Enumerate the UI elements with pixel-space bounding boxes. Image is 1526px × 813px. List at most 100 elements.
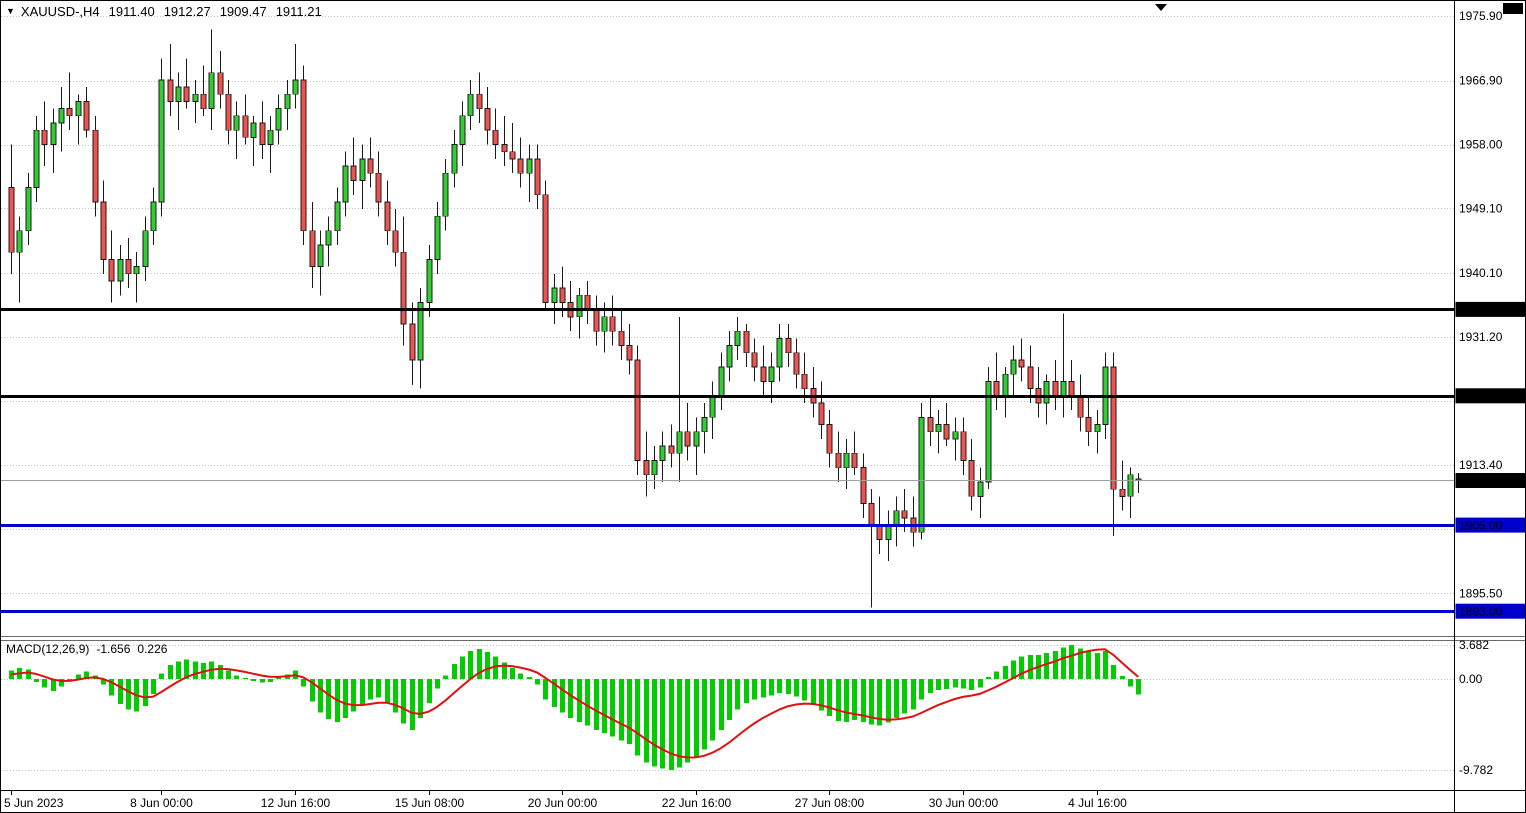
candle-bearish (927, 416, 934, 433)
candle-bearish (167, 79, 174, 102)
candle-bearish (1119, 488, 1126, 497)
candle-bullish (342, 165, 349, 203)
time-axis-label: 22 Jun 16:00 (662, 796, 732, 810)
chart-shift-marker-icon[interactable] (1155, 4, 1167, 11)
macd-histogram-bar (84, 671, 89, 679)
macd-histogram-bar (376, 679, 381, 698)
time-axis[interactable] (1, 791, 1454, 813)
candle-bullish (726, 345, 733, 368)
candle-bullish (651, 459, 658, 476)
macd-axis-label: 3.682 (1459, 638, 1489, 652)
macd-histogram-bar (802, 679, 807, 701)
macd-histogram-bar (518, 673, 523, 679)
price-axis[interactable] (1454, 1, 1526, 790)
candle-bullish (284, 93, 291, 110)
macd-axis-label: -9.782 (1459, 763, 1493, 777)
candle-bearish (501, 144, 508, 153)
candle-bearish (183, 86, 190, 102)
candle-bullish (334, 201, 341, 232)
candle-bearish (1027, 366, 1034, 390)
candle-bullish (977, 481, 984, 497)
candle-bearish (1077, 395, 1084, 418)
candle-bearish (593, 309, 600, 332)
candle-bearish (409, 323, 416, 361)
macd-histogram-bar (1003, 666, 1008, 679)
candle-bearish (41, 129, 48, 145)
candle-bearish (618, 330, 625, 347)
candle-bearish (851, 452, 858, 469)
macd-histogram-bar (961, 679, 966, 689)
time-axis-label: 5 Jun 2023 (4, 796, 64, 810)
price-axis-label: 1949.10 (1459, 201, 1503, 215)
macd-histogram-bar (51, 679, 56, 692)
candle-bearish (92, 129, 99, 203)
macd-histogram-bar (76, 674, 81, 679)
macd-histogram-bar (260, 679, 265, 683)
candle-bearish (668, 445, 675, 454)
level-price-label: 1923.00 (1459, 389, 1503, 403)
macd-histogram-bar (660, 679, 665, 769)
macd-histogram-bar (26, 669, 31, 679)
candle-bearish (860, 467, 867, 504)
macd-histogram-bar (761, 679, 766, 698)
candle-bearish (793, 352, 800, 375)
macd-histogram-bar (360, 679, 365, 705)
macd-histogram-bar (819, 679, 824, 711)
macd-histogram-bar (552, 679, 557, 707)
macd-histogram-bar (769, 679, 774, 696)
macd-histogram-bar (1078, 648, 1083, 679)
candle-bearish (960, 431, 967, 461)
ohlc-open: 1911.40 (108, 4, 155, 19)
macd-histogram-bar (326, 679, 331, 719)
macd-histogram-bar (610, 679, 615, 737)
macd-histogram-bar (944, 679, 949, 690)
candle-bearish (517, 158, 524, 174)
macd-histogram-bar (243, 678, 248, 680)
macd-histogram-bar (427, 679, 432, 704)
price-axis-label: 1895.50 (1459, 586, 1503, 600)
macd-histogram-bar (852, 679, 857, 720)
level-price-label-box (1455, 603, 1525, 619)
macd-histogram-bar (401, 679, 406, 724)
macd-histogram-bar (368, 679, 373, 700)
candle-bullish (1127, 474, 1134, 497)
macd-histogram-bar (794, 679, 799, 697)
candle-bearish (200, 93, 207, 110)
candle-bullish (434, 215, 441, 260)
macd-histogram-bar (42, 679, 47, 688)
candle-bullish (75, 101, 82, 117)
candle-bearish (826, 424, 833, 454)
ohlc-high: 1912.27 (163, 4, 211, 19)
candle-bearish (66, 108, 73, 117)
candle-bullish (1060, 381, 1067, 397)
candle-bullish (709, 395, 716, 418)
level-price-label: 1905.00 (1459, 519, 1503, 533)
macd-histogram-bar (627, 679, 632, 745)
candle-bullish (250, 122, 257, 138)
pane-splitter-handle[interactable] (1, 634, 1526, 642)
macd-histogram-bar (502, 662, 507, 679)
candle-bullish (885, 524, 892, 540)
candle-bullish (768, 366, 775, 382)
candle-bearish (350, 165, 357, 181)
macd-histogram-bar (1120, 676, 1125, 679)
chart-ohlc-header: ▼ XAUUSD-,H4 1911.40 1912.27 1909.47 191… (6, 4, 322, 19)
macd-histogram-bar (560, 679, 565, 713)
candle-bearish (534, 158, 541, 196)
macd-histogram-bar (735, 679, 740, 710)
macd-histogram-bar (118, 679, 123, 705)
current-price-label: 1911.21 (1459, 474, 1502, 488)
candle-bullish (325, 230, 332, 246)
candle-bullish (133, 266, 140, 275)
macd-histogram-bar (619, 679, 624, 741)
candle-bearish (684, 431, 691, 447)
candle-bearish (384, 201, 391, 232)
macd-histogram-bar (644, 679, 649, 763)
macd-histogram-bar (811, 679, 816, 705)
macd-histogram-bar (1044, 653, 1049, 679)
macd-histogram-bar (351, 679, 356, 712)
price-axis-label: 1975.90 (1459, 9, 1503, 23)
candle-bullish (893, 510, 900, 526)
symbol-dropdown-icon[interactable]: ▼ (6, 6, 15, 16)
